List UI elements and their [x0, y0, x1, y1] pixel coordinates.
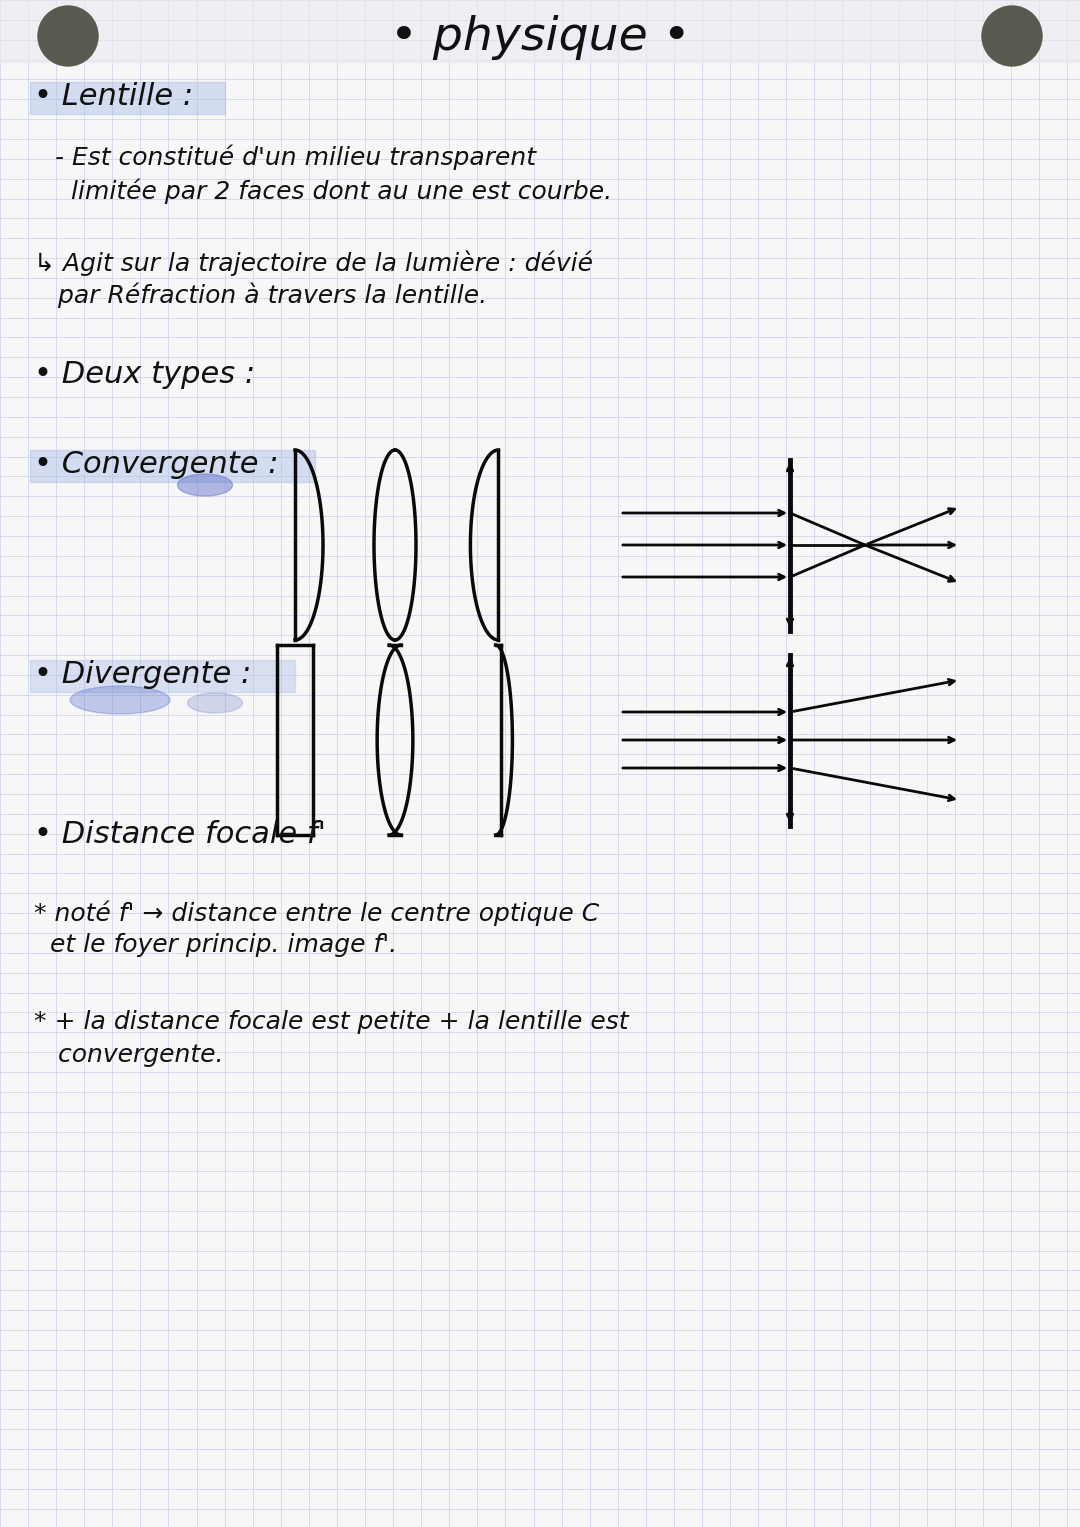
- Bar: [0, 0, 1080, 63]
- Ellipse shape: [177, 473, 232, 496]
- Text: ↳ Agit sur la trajectoire de la lumière : dévié: ↳ Agit sur la trajectoire de la lumière …: [33, 250, 593, 275]
- Text: et le foyer princip. image f'.: et le foyer princip. image f'.: [33, 933, 397, 957]
- Bar: [30, 82, 225, 115]
- Text: • physique •: • physique •: [390, 15, 690, 61]
- Circle shape: [38, 6, 98, 66]
- Text: par Réfraction à travers la lentille.: par Réfraction à travers la lentille.: [33, 282, 487, 308]
- Bar: [30, 450, 315, 483]
- Ellipse shape: [70, 686, 170, 715]
- Text: * noté f' → distance entre le centre optique C: * noté f' → distance entre le centre opt…: [33, 899, 599, 925]
- Ellipse shape: [188, 693, 243, 713]
- Bar: [30, 660, 295, 692]
- Text: - Est constitué d'un milieu transparent: - Est constitué d'un milieu transparent: [55, 145, 536, 171]
- Text: • Convergente :: • Convergente :: [33, 450, 279, 479]
- Text: • Distance focale f': • Distance focale f': [33, 820, 326, 849]
- Text: • Divergente :: • Divergente :: [33, 660, 252, 689]
- Text: • Deux types :: • Deux types :: [33, 360, 255, 389]
- Text: * + la distance focale est petite + la lentille est: * + la distance focale est petite + la l…: [33, 1009, 629, 1034]
- Text: • Lentille :: • Lentille :: [33, 82, 193, 111]
- Text: limitée par 2 faces dont au une est courbe.: limitée par 2 faces dont au une est cour…: [55, 179, 612, 203]
- Text: convergente.: convergente.: [33, 1043, 224, 1067]
- Circle shape: [982, 6, 1042, 66]
